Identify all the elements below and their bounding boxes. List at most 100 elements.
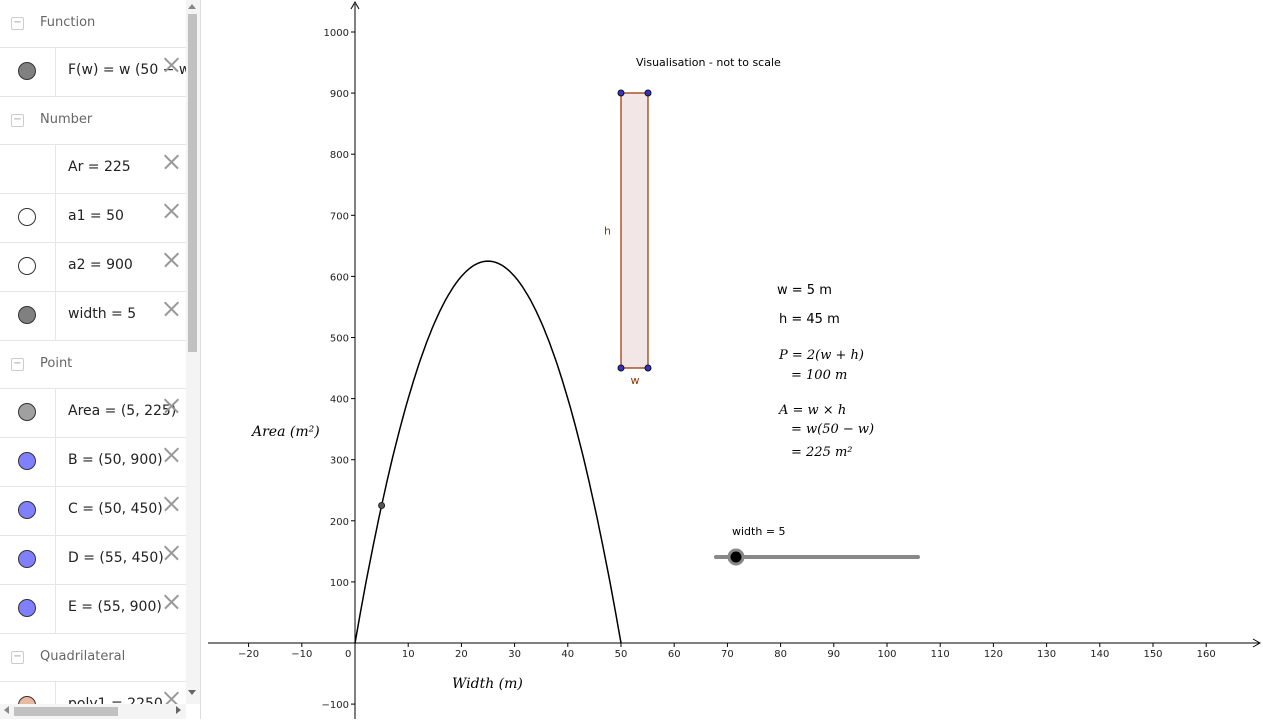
scroll-down-arrow-icon[interactable]: [188, 690, 196, 695]
visibility-toggle-icon[interactable]: [18, 501, 36, 519]
x-axis-label: Width (m): [452, 676, 523, 692]
algebra-item-text[interactable]: E = (55, 900): [68, 599, 162, 615]
algebra-item-text[interactable]: a1 = 50: [68, 208, 124, 224]
algebra-item-text[interactable]: D = (55, 450): [68, 550, 164, 566]
visualisation-title: Visualisation - not to scale: [636, 56, 781, 69]
algebra-item[interactable]: F(w) = w (50 − w),: [0, 48, 186, 97]
algebra-item-text[interactable]: Ar = 225: [68, 159, 131, 175]
marble-column: [0, 194, 56, 242]
group-name: Quadrilateral: [40, 649, 125, 664]
point-D[interactable]: [645, 365, 651, 371]
algebra-item[interactable]: B = (50, 900): [0, 438, 186, 487]
collapse-toggle-icon[interactable]: −: [11, 17, 24, 30]
rectangle-width-label: w: [631, 374, 640, 387]
x-tick-label: 120: [984, 649, 1003, 660]
y-tick-label: −100: [322, 700, 349, 711]
point-B[interactable]: [618, 90, 624, 96]
visibility-toggle-icon[interactable]: [18, 257, 36, 275]
delete-icon[interactable]: [162, 593, 180, 611]
graphics-view[interactable]: −20 −10 0 10 20 30 40 50 60 70 80 90 100 110 120 130 140…: [201, 0, 1263, 719]
point-area[interactable]: [379, 503, 385, 509]
x-tick-label: 100: [877, 649, 896, 660]
y-tick-label: 300: [330, 456, 349, 467]
algebra-item-text[interactable]: Area = (5, 225): [68, 403, 176, 419]
algebra-item-text[interactable]: C = (50, 450): [68, 501, 163, 517]
group-header-function[interactable]: − Function: [0, 0, 186, 48]
delete-icon[interactable]: [162, 202, 180, 220]
horizontal-scrollbar-thumb[interactable]: [14, 707, 118, 716]
scroll-left-arrow-icon[interactable]: [4, 706, 9, 714]
delete-icon[interactable]: [162, 251, 180, 269]
delete-icon[interactable]: [162, 56, 180, 74]
algebra-item[interactable]: a2 = 900: [0, 243, 186, 292]
visibility-toggle-icon[interactable]: [18, 696, 36, 704]
delete-icon[interactable]: [162, 300, 180, 318]
x-tick-label: 150: [1143, 649, 1162, 660]
visibility-toggle-icon[interactable]: [18, 306, 36, 324]
y-tick-label: 100: [330, 578, 349, 589]
delete-icon[interactable]: [162, 690, 180, 704]
algebra-item[interactable]: E = (55, 900): [0, 585, 186, 634]
visibility-toggle-icon[interactable]: [18, 599, 36, 617]
marble-column: [0, 292, 56, 340]
visibility-toggle-icon[interactable]: [18, 62, 36, 80]
marble-column: [0, 585, 56, 633]
point-C[interactable]: [618, 365, 624, 371]
delete-icon[interactable]: [162, 153, 180, 171]
delete-icon[interactable]: [162, 495, 180, 513]
algebra-item[interactable]: a1 = 50: [0, 194, 186, 243]
algebra-item-text[interactable]: a2 = 900: [68, 257, 133, 273]
point-E[interactable]: [645, 90, 651, 96]
x-tick-label: 10: [402, 649, 415, 660]
delete-icon[interactable]: [162, 544, 180, 562]
algebra-item[interactable]: poly1 = 2250: [0, 682, 186, 704]
y-tick-label: 400: [330, 395, 349, 406]
visibility-toggle-icon[interactable]: [18, 208, 36, 226]
vertical-scrollbar-thumb[interactable]: [188, 14, 197, 352]
delete-icon[interactable]: [162, 446, 180, 464]
group-header-number[interactable]: − Number: [0, 97, 186, 145]
group-header-quadrilateral[interactable]: − Quadrilateral: [0, 634, 186, 682]
y-tick-label: 800: [330, 150, 349, 161]
algebra-item[interactable]: width = 5: [0, 292, 186, 341]
graph-canvas[interactable]: −20 −10 0 10 20 30 40 50 60 70 80 90 100 110 120 130 140…: [201, 0, 1263, 719]
x-tick-label: 40: [561, 649, 574, 660]
marble-column: [0, 389, 56, 437]
delete-icon[interactable]: [162, 397, 180, 415]
function-curve-F[interactable]: [355, 261, 621, 643]
algebra-item[interactable]: Area = (5, 225): [0, 389, 186, 438]
x-tick-label: 140: [1090, 649, 1109, 660]
x-tick-label: 50: [615, 649, 628, 660]
algebra-item[interactable]: C = (50, 450): [0, 487, 186, 536]
collapse-toggle-icon[interactable]: −: [11, 651, 24, 664]
algebra-item[interactable]: D = (55, 450): [0, 536, 186, 585]
info-area-expression: = w(50 − w): [791, 422, 874, 437]
algebra-item-text[interactable]: B = (50, 900): [68, 452, 163, 468]
collapse-toggle-icon[interactable]: −: [11, 358, 24, 371]
x-tick-label: 60: [668, 649, 681, 660]
scroll-right-arrow-icon[interactable]: [176, 706, 181, 714]
visibility-toggle-icon[interactable]: [18, 452, 36, 470]
visibility-toggle-icon[interactable]: [18, 550, 36, 568]
marble-column: [0, 145, 56, 193]
y-axis-label: Area (m²): [250, 424, 320, 440]
group-name: Function: [40, 15, 95, 30]
group-name: Point: [40, 356, 72, 371]
y-tick-label: 200: [330, 517, 349, 528]
slider-handle[interactable]: [729, 550, 743, 564]
y-tick-label: 500: [330, 334, 349, 345]
algebra-item[interactable]: Ar = 225: [0, 145, 186, 194]
algebra-list: − Function F(w) = w (50 − w), − Number Ar = 2…: [0, 0, 186, 704]
rectangle-poly1[interactable]: [621, 93, 648, 368]
y-tick-label: 900: [330, 89, 349, 100]
x-tick-label: 130: [1037, 649, 1056, 660]
algebra-item-text[interactable]: width = 5: [68, 306, 136, 322]
group-header-point[interactable]: − Point: [0, 341, 186, 389]
scroll-up-arrow-icon[interactable]: [188, 4, 196, 9]
rectangle-height-label: h: [604, 225, 611, 238]
marble-column: [0, 243, 56, 291]
algebra-item-text[interactable]: poly1 = 2250: [68, 696, 163, 704]
collapse-toggle-icon[interactable]: −: [11, 114, 24, 127]
visibility-toggle-icon[interactable]: [18, 403, 36, 421]
marble-column: [0, 682, 56, 704]
